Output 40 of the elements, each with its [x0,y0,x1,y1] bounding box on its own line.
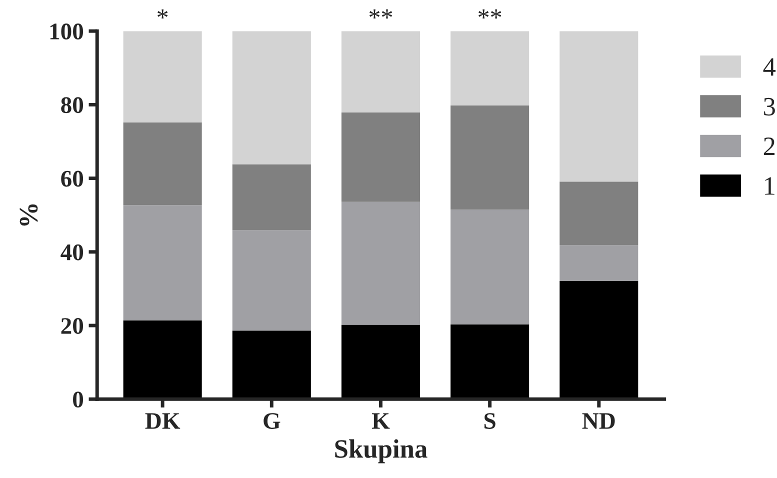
bar [123,320,202,400]
bar [123,205,202,320]
y-tick-label: 80 [61,97,84,114]
x-tick-label: DK [145,413,180,429]
x-tick-label: K [372,413,390,429]
y-axis-title: % [20,204,38,226]
bar [560,245,638,281]
x-axis-title: Skupina [335,439,428,464]
legend-label: 1 [765,177,774,195]
y-tick-label: 0 [73,392,84,408]
bar [232,330,311,400]
y-tick-label: 100 [50,24,84,40]
bar [450,31,530,106]
y-tick-label: 60 [61,170,84,187]
bar [560,31,638,182]
bar [341,112,420,202]
bar [450,210,530,324]
annotation: ** [478,9,502,19]
legend-label: 4 [763,58,776,76]
x-tick-label: G [264,413,280,429]
bar [450,105,530,210]
bar [450,324,530,400]
bar [560,280,638,400]
legend-label: 2 [764,138,774,155]
bar [341,324,420,400]
legend-label: 3 [764,98,775,116]
bar [123,31,202,122]
annotation: * [158,9,168,19]
annotation: ** [369,9,392,19]
bar [232,230,311,331]
x-tick-label: ND [582,413,615,429]
bar [232,164,311,230]
y-tick-label: 20 [61,318,84,334]
bar [341,31,420,112]
x-tick-label: S [484,413,496,429]
bar [560,182,638,246]
bar [341,202,420,325]
bar [123,122,202,206]
bar [232,31,311,164]
y-tick-label: 40 [60,244,84,260]
